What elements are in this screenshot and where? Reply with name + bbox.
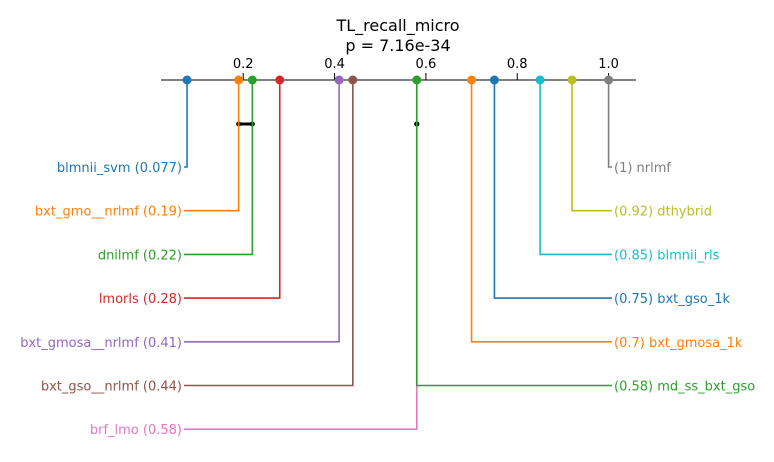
rank-point bbox=[467, 75, 477, 85]
rank-point bbox=[567, 75, 577, 85]
rank-point bbox=[275, 75, 285, 85]
axis-ticks: 0.2 0.4 0.6 0.8 1.0 bbox=[233, 57, 619, 80]
method-line bbox=[493, 80, 612, 299]
method-label: bxt_gmosa__nrlmf (0.41) bbox=[20, 336, 182, 351]
method-label: (1) nrlmf bbox=[614, 161, 671, 176]
chart-subtitle: p = 7.16e-34 bbox=[345, 36, 450, 55]
method-line bbox=[415, 80, 612, 387]
method-line bbox=[184, 80, 340, 343]
clique-bars bbox=[236, 121, 420, 127]
method-line bbox=[184, 80, 354, 387]
axis-tick-label: 0.2 bbox=[233, 57, 254, 72]
method-label: brf_lmo (0.58) bbox=[90, 423, 182, 438]
rank-point bbox=[247, 75, 257, 85]
rank-point bbox=[334, 75, 344, 85]
method-line bbox=[184, 80, 240, 212]
method-line bbox=[607, 80, 612, 168]
rank-point bbox=[535, 75, 545, 85]
method-line bbox=[470, 80, 612, 343]
rank-point bbox=[489, 75, 499, 85]
rank-point bbox=[234, 75, 244, 85]
rank-point bbox=[412, 75, 422, 85]
method-line bbox=[184, 80, 281, 299]
method-label: (0.92) dthybrid bbox=[614, 205, 712, 220]
method-line bbox=[184, 80, 188, 168]
axis-tick-label: 0.6 bbox=[416, 57, 437, 72]
method-label: (0.7) bxt_gmosa_1k bbox=[614, 336, 743, 351]
method-line bbox=[539, 80, 612, 256]
rank-point bbox=[182, 75, 192, 85]
method-label: (0.75) bxt_gso_1k bbox=[614, 292, 731, 307]
method-line bbox=[571, 80, 612, 212]
method-label: (0.85) blmnii_rls bbox=[614, 248, 720, 263]
axis-tick-label: 1.0 bbox=[598, 57, 619, 72]
method-line bbox=[184, 80, 254, 256]
method-label: lmorls (0.28) bbox=[99, 292, 182, 307]
axis-tick-label: 0.8 bbox=[507, 57, 528, 72]
method-label: bxt_gmo__nrlmf (0.19) bbox=[35, 205, 182, 220]
method-label: bxt_gso__nrlmf (0.44) bbox=[41, 380, 182, 395]
method-label: blmnii_svm (0.077) bbox=[57, 161, 182, 176]
method-label: dnilmf (0.22) bbox=[98, 248, 182, 263]
method-label: (0.58) md_ss_bxt_gso bbox=[614, 380, 755, 395]
method-lines: blmnii_svm (0.077) bxt_gmo__nrlmf (0.19) d… bbox=[20, 75, 755, 438]
rank-point bbox=[348, 75, 358, 85]
axis-tick-label: 0.4 bbox=[324, 57, 345, 72]
rank-point bbox=[604, 75, 614, 85]
chart-title: TL_recall_micro bbox=[335, 16, 459, 36]
